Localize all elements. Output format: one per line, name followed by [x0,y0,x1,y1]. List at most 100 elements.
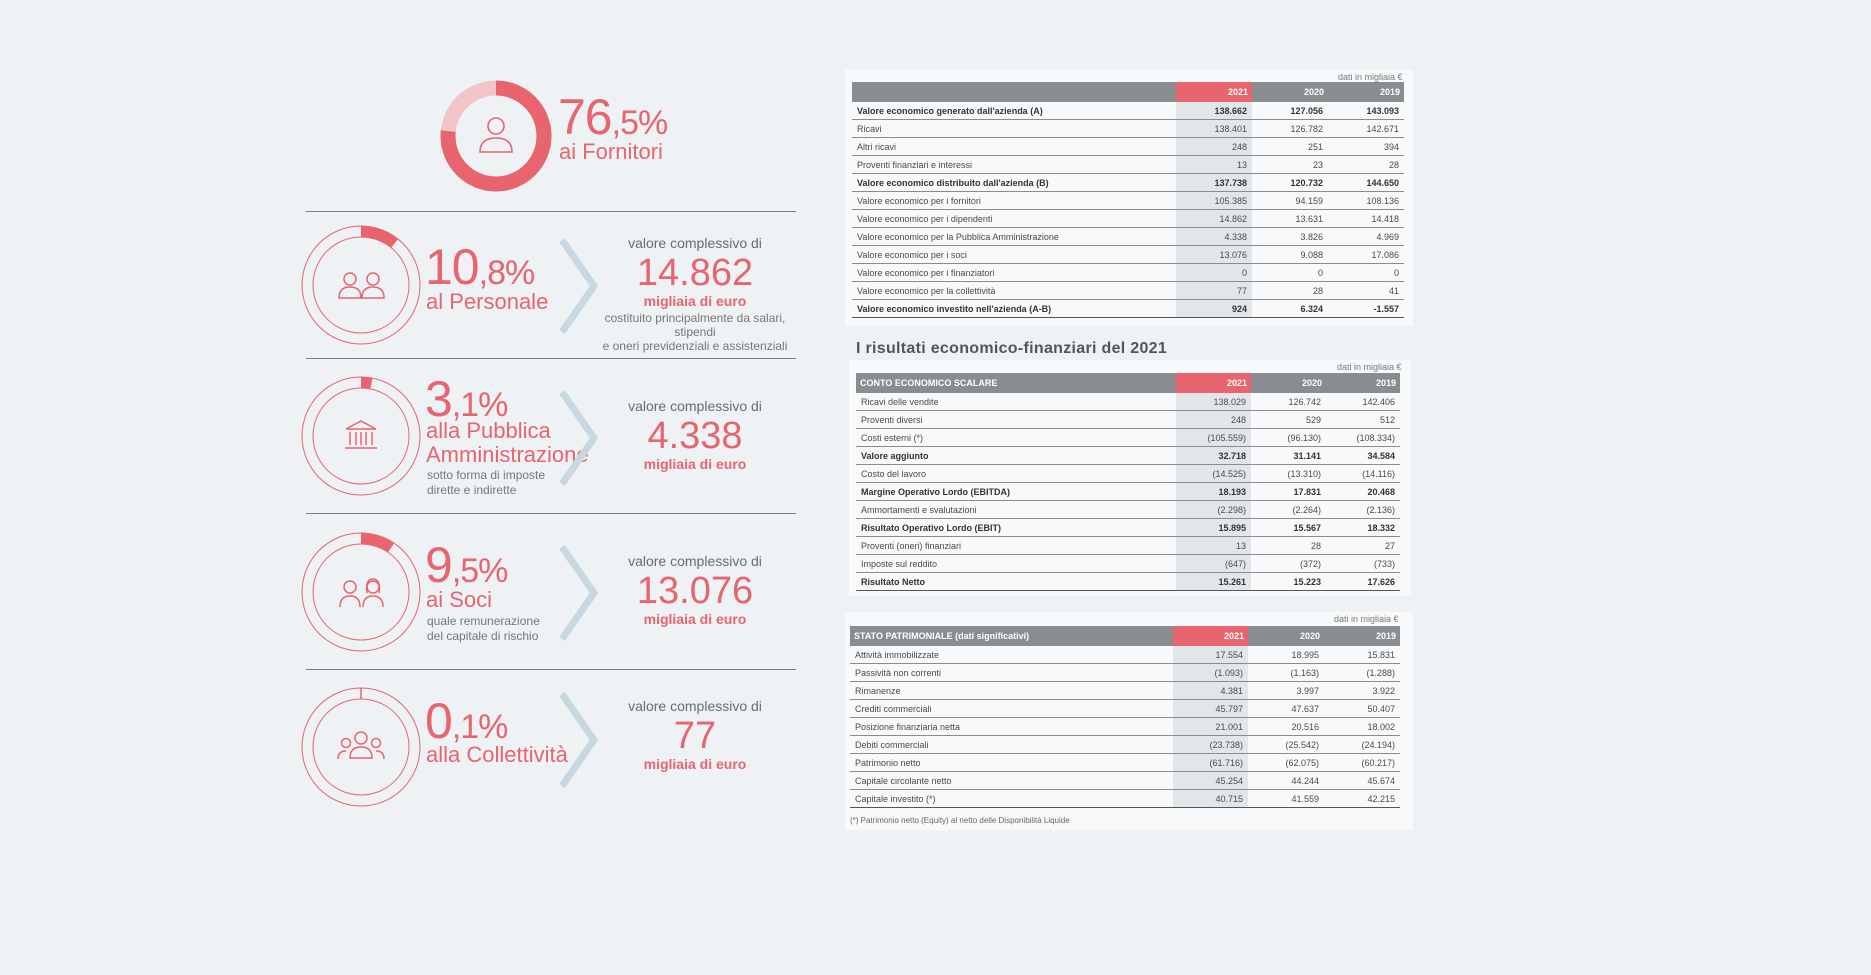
table-row: Costo del lavoro (14.525) (13.310) (14.116) [856,464,1400,483]
cell-2020: 94.159 [1252,191,1328,210]
row-label: Valore economico generato dall'azienda (… [852,102,1176,120]
table-row: Valore economico per la Pubblica Amminis… [852,227,1404,246]
pa-donut [301,376,421,496]
row-label: Proventi finanziari e interessi [852,155,1176,174]
cell-2020: 6.324 [1252,299,1328,318]
couple-icon [339,578,384,608]
cell-2020: 31.141 [1251,446,1326,465]
soci-label: ai Soci [426,587,493,612]
cell-2019: 3.922 [1324,681,1400,700]
bank-building-icon [345,420,377,449]
cell-2020: 28 [1252,281,1328,300]
personale-value-block: valore complessivo di 14.862 migliaia di… [602,235,788,353]
row-label: Ammortamenti e svalutazioni [856,500,1176,519]
table-row: Ricavi delle vendite 138.029 126.742 142.40… [856,393,1400,411]
cell-2019: 18.332 [1326,518,1400,537]
table-row: Imposte sul reddito (647) (372) (733) [856,554,1400,573]
cell-2020: 41.559 [1248,789,1324,808]
cell-2021: (105.559) [1176,428,1251,447]
cell-2019: 14.418 [1328,209,1404,228]
collettivita-donut [301,687,421,807]
row-label: Capitale circolante netto [850,771,1173,790]
table2-header-2021: 2021 [1176,373,1251,393]
table-row: Ricavi 138.401 126.782 142.671 [852,119,1404,138]
cell-2020: (13.310) [1251,464,1326,483]
table-row: Passività non correnti (1.093) (1.163) (1.2… [850,663,1400,682]
cell-2021: 45.254 [1173,771,1248,790]
row-label: Margine Operativo Lordo (EBITDA) [856,482,1176,501]
cell-2019: 0 [1328,263,1404,282]
table-row: Valore economico investito nell'azienda … [852,299,1404,318]
table-row: Valore economico per i soci 13.076 9.088 17… [852,245,1404,264]
table1-header-2021: 2021 [1176,82,1252,102]
cell-2019: -1.557 [1328,299,1404,318]
table3-header-label: STATO PATRIMONIALE (dati significativi) [850,626,1173,646]
cell-2020: 20.516 [1248,717,1324,736]
row-label: Ricavi delle vendite [856,393,1176,411]
cell-2021: (14.525) [1176,464,1251,483]
cell-2021: 4.381 [1173,681,1248,700]
row-label: Risultato Operativo Lordo (EBIT) [856,518,1176,537]
cell-2019: 41 [1328,281,1404,300]
balance-sheet-table: STATO PATRIMONIALE (dati significativi) … [850,626,1400,808]
chevron-right-icon [559,390,599,486]
cell-2019: 17.086 [1328,245,1404,264]
cell-2019: 142.406 [1326,393,1400,411]
cell-2019: 394 [1328,137,1404,156]
cell-2021: (61.716) [1173,753,1248,772]
table3-header-2021: 2021 [1173,626,1248,646]
cell-2019: (108.334) [1326,428,1400,447]
table-row: Valore economico per la collettività 77 28… [852,281,1404,300]
table-row: Debiti commerciali (23.738) (25.542) (24.19… [850,735,1400,754]
cell-2021: 138.662 [1176,102,1252,120]
table1-header-2019: 2019 [1328,82,1404,102]
cell-2020: 126.742 [1251,393,1326,411]
cell-2021: 17.554 [1173,646,1248,664]
table-row: Valore aggiunto 32.718 31.141 34.584 [856,446,1400,465]
table1-unit-note: dati in migliaia € [1338,72,1403,82]
cell-2019: 4.969 [1328,227,1404,246]
cell-2021: 924 [1176,299,1252,318]
cell-2021: 0 [1176,263,1252,282]
pa-value-block: valore complessivo di 4.338 migliaia di … [628,398,762,472]
pa-label-line1: alla Pubblica [426,418,551,443]
cell-2020: 15.223 [1251,572,1326,591]
cell-2021: 138.401 [1176,119,1252,138]
table3-footnote: (*) Patrimonio netto (Equity) al netto d… [850,816,1070,825]
cell-2020: 0 [1252,263,1328,282]
table-row: Attività immobilizzate 17.554 18.995 15.831 [850,646,1400,664]
cell-2019: 50.407 [1324,699,1400,718]
cell-2020: 18.995 [1248,646,1324,664]
table-row: Posizione finanziaria netta 21.001 20.516 1… [850,717,1400,736]
cell-2021: 40.715 [1173,789,1248,808]
cell-2019: 108.136 [1328,191,1404,210]
row-label: Ricavi [852,119,1176,138]
table2-header-2020: 2020 [1251,373,1326,393]
divider [306,513,796,514]
cell-2020: 17.831 [1251,482,1326,501]
personale-percent: 10,8% [425,239,535,295]
cell-2019: (24.194) [1324,735,1400,754]
cell-2019: 20.468 [1326,482,1400,501]
table-row: Valore economico per i finanziatori 0 0 0 [852,263,1404,282]
cell-2021: 105.385 [1176,191,1252,210]
table-row: Proventi (oneri) finanziari 13 28 27 [856,536,1400,555]
cell-2021: 15.261 [1176,572,1251,591]
divider [306,669,796,670]
row-label: Valore aggiunto [856,446,1176,465]
table2-unit-note: dati in migliaia € [1337,362,1402,372]
cell-2019: (2.136) [1326,500,1400,519]
table-row: Crediti commerciali 45.797 47.637 50.407 [850,699,1400,718]
cell-2019: 45.674 [1324,771,1400,790]
cell-2020: (1.163) [1248,663,1324,682]
personale-label: al Personale [426,289,549,314]
soci-sublabel-line1: quale remunerazione [427,614,540,628]
fornitori-donut [440,80,552,192]
row-label: Passività non correnti [850,663,1173,682]
table-row: Costi esterni (*) (105.559) (96.130) (108.3… [856,428,1400,447]
income-statement-table: CONTO ECONOMICO SCALARE 2021 2020 2019 R… [856,373,1400,591]
person-icon [479,117,513,153]
cell-2019: 142.671 [1328,119,1404,138]
cell-2020: 23 [1252,155,1328,174]
table-row: Capitale circolante netto 45.254 44.244 45.… [850,771,1400,790]
